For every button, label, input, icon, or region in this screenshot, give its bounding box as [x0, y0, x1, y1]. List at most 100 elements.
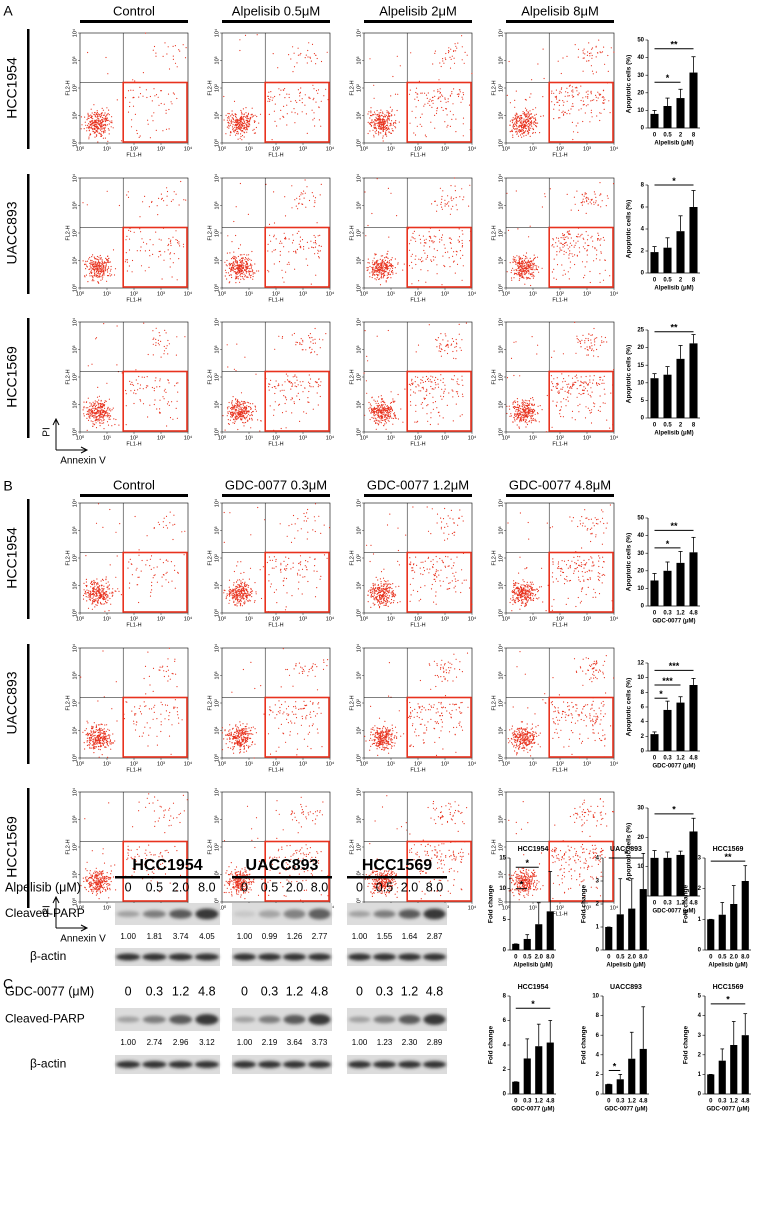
y-tick-label: 10⁰ [497, 427, 504, 436]
y-tick-label: 10² [72, 554, 78, 562]
y-tick-label: 10² [498, 229, 504, 237]
quant-label: 1.26 [287, 932, 303, 941]
x-tick-label: 10¹ [103, 616, 111, 622]
y-tick-label: 2 [698, 1052, 702, 1058]
gate-box [264, 840, 330, 902]
x-tick-label: 4.8 [639, 1099, 648, 1105]
bar [523, 1058, 531, 1094]
x-axis-label: FL1-H [126, 297, 141, 303]
y-tick-label: 10¹ [72, 256, 78, 264]
x-tick-label: 0.3 [663, 901, 672, 907]
x-tick-label: 10¹ [529, 146, 537, 152]
blot-band [283, 1061, 306, 1068]
blot-band [398, 953, 421, 961]
x-tick-label: 10³ [157, 435, 165, 441]
x-axis-label: FL1-H [268, 297, 283, 303]
error-bar [525, 934, 530, 939]
x-tick-label: 10³ [441, 435, 449, 441]
x-tick-label: 2 [679, 278, 683, 284]
x-tick-label: 1.2 [676, 611, 685, 617]
y-tick-label: 10⁰ [71, 608, 78, 617]
y-tick-label: 0 [596, 1092, 600, 1098]
x-tick-label: 10⁰ [76, 290, 85, 297]
blot-band [233, 1016, 256, 1023]
y-tick-label: 10¹ [214, 400, 220, 408]
blot-band [168, 1061, 193, 1068]
error-bar [691, 56, 696, 73]
x-tick-label: 10³ [157, 291, 165, 297]
bar [650, 378, 659, 418]
dose-label: 8.0 [426, 880, 443, 894]
chart-title: UACC893 [610, 984, 642, 991]
column-bar [506, 20, 614, 23]
error-bar [678, 850, 683, 855]
bar [676, 702, 685, 751]
significance-label: ** [670, 521, 678, 531]
blot-band [423, 1061, 446, 1068]
gate-box [406, 551, 472, 613]
error-bar [665, 97, 670, 106]
x-tick-label: 10⁴ [610, 434, 619, 441]
y-axis-label: Apoptotic cells (%) [626, 823, 633, 882]
row-label: HCC1954 [4, 57, 20, 119]
gate-box [122, 840, 188, 902]
dose-label: 1.2 [172, 984, 189, 998]
x-tick-label: 10² [556, 761, 564, 767]
y-tick-label: 10⁴ [497, 28, 504, 37]
column-header: Alpelisib 2μM [379, 3, 457, 18]
significance-label: * [666, 73, 670, 83]
dose-label: 1.2 [401, 984, 418, 998]
y-tick-label: 10³ [214, 815, 220, 823]
y-tick-label: 0 [698, 948, 702, 954]
error-bar [641, 853, 646, 890]
row-bar [27, 318, 30, 438]
treatment-label: GDC-0077 (μM) [5, 984, 94, 998]
x-tick-label: 10⁰ [502, 760, 511, 767]
y-tick-label: 30 [637, 806, 644, 812]
x-tick-label: 10³ [299, 435, 307, 441]
x-axis-label: FL1-H [410, 622, 425, 628]
x-tick-label: 0 [653, 611, 657, 617]
y-tick-label: 10 [637, 108, 644, 114]
treatment-label: Alpelisib (μM) [5, 880, 81, 894]
y-tick-label: 10⁰ [355, 897, 362, 906]
flow-dots [364, 652, 472, 756]
blot-strip [115, 948, 220, 966]
bar [663, 247, 672, 273]
y-axis-label: Apoptotic cells (%) [626, 55, 633, 114]
x-tick-label: 10² [414, 291, 422, 297]
x-axis-label: GDC-0077 (μM) [652, 909, 695, 915]
error-bar [731, 1021, 736, 1045]
band-label: Cleaved-PARP [5, 1012, 85, 1026]
y-tick-label: 10³ [72, 526, 78, 534]
quant-label: 2.87 [427, 932, 443, 941]
y-axis-label: Apoptotic cells (%) [626, 533, 633, 592]
bar [546, 1042, 554, 1094]
y-tick-label: 10 [592, 994, 599, 1000]
column-header: Control [113, 3, 155, 18]
y-tick-label: 20 [637, 568, 644, 574]
y-tick-label: 10⁴ [213, 173, 220, 182]
flow-dots [223, 796, 329, 902]
x-tick-label: 1.2 [535, 1099, 544, 1105]
column-bar [222, 20, 330, 23]
dose-label: 0 [241, 880, 248, 894]
x-tick-label: 10⁰ [502, 290, 511, 297]
row-label: HCC1569 [4, 346, 20, 408]
y-axis-label: Fold change [488, 884, 495, 923]
error-bar [536, 1023, 541, 1047]
y-tick-label: 10⁴ [497, 498, 504, 507]
flow-dots [223, 503, 331, 613]
blot-band [373, 910, 396, 918]
column-header: GDC-0077 4.8μM [509, 477, 611, 492]
gate-box [406, 81, 472, 143]
x-tick-label: 0.5 [616, 955, 625, 961]
y-tick-label: 10⁰ [355, 138, 362, 147]
column-header: GDC-0077 1.2μM [367, 477, 469, 492]
y-tick-label: 10⁴ [497, 317, 504, 326]
blot-band [194, 953, 219, 961]
blot-band [233, 953, 256, 961]
y-tick-label: 10⁴ [213, 787, 220, 796]
y-tick-label: 10¹ [356, 870, 362, 878]
